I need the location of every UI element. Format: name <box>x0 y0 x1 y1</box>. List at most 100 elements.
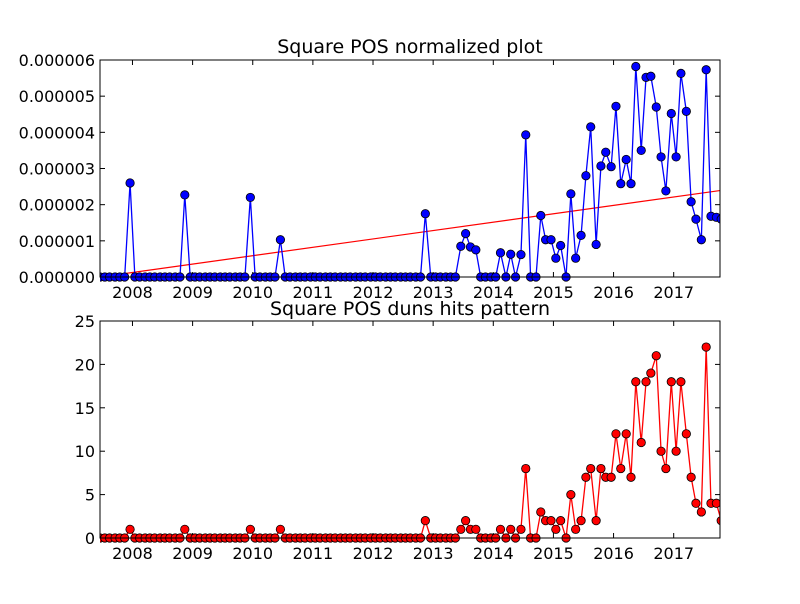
bottom-chart-data-point <box>611 429 621 439</box>
bottom-chart-data-point <box>606 472 616 482</box>
bottom-chart-data-point <box>591 516 601 526</box>
bottom-chart-data-point <box>711 498 720 508</box>
top-chart-xtick-label: 2016 <box>593 283 634 302</box>
bottom-chart-data-point <box>245 524 255 534</box>
top-chart-data-point <box>596 161 606 171</box>
bottom-chart-xtick-label: 2014 <box>473 544 514 563</box>
top-chart-data-point <box>461 229 471 239</box>
bottom-chart-data-point <box>536 507 546 517</box>
bottom-chart-data-point <box>671 446 681 456</box>
top-chart-title: Square POS normalized plot <box>277 36 542 58</box>
bottom-chart-data-point <box>461 516 471 526</box>
top-chart-data-point <box>701 65 711 75</box>
top-chart-data-point <box>671 152 681 162</box>
top-chart-data-point <box>581 171 591 181</box>
top-chart-data-point <box>245 192 255 203</box>
top-chart-data-point <box>516 249 526 260</box>
bottom-chart-data-point <box>571 524 581 534</box>
bottom-chart-data-point <box>681 429 691 439</box>
top-chart-data-point <box>646 71 656 81</box>
top-chart-trend-line <box>100 189 720 278</box>
bottom-chart-data-point <box>696 507 706 517</box>
bottom-chart-data-point <box>275 524 286 534</box>
top-chart-data-point <box>631 61 641 72</box>
top-chart-ytick-label: 0.000004 <box>19 123 95 142</box>
top-chart-data-point <box>676 68 686 78</box>
top-chart-data-point <box>551 253 561 263</box>
top-chart-ytick-label: 0.000003 <box>19 160 95 179</box>
top-chart-data-point <box>456 241 466 251</box>
top-chart-data-point <box>471 245 481 255</box>
bottom-chart-data-point <box>651 351 661 361</box>
bottom-chart-data-point <box>521 463 531 474</box>
top-chart-xtick-label: 2015 <box>533 283 574 302</box>
top-chart-data-point <box>566 189 576 199</box>
bottom-chart-data-point <box>636 437 646 448</box>
bottom-chart-data-point <box>125 524 135 534</box>
top-chart-xtick-label: 2012 <box>353 283 394 302</box>
bottom-chart-data-point <box>626 472 636 482</box>
top-chart-data-point <box>696 235 706 245</box>
top-chart-ytick-label: 0.000001 <box>19 232 95 251</box>
top-chart-data-point <box>506 249 516 259</box>
bottom-chart-data-point <box>631 377 641 387</box>
bottom-chart-data-point <box>495 524 506 534</box>
bottom-chart-xtick-label: 2008 <box>112 544 153 563</box>
bottom-chart-xtick-label: 2009 <box>172 544 213 563</box>
bottom-chart-data-point <box>641 377 651 387</box>
bottom-chart-ticks: 0 5 10 15 20 25 2008 2009 2010 2011 2012 2013 2014 20… <box>75 312 720 563</box>
top-chart-xtick-label: 2009 <box>172 283 213 302</box>
bottom-chart-data-point <box>596 463 606 474</box>
top-chart-xtick-label: 2013 <box>413 283 454 302</box>
top-chart-data-point <box>591 239 601 250</box>
bottom-chart-data-point <box>621 429 631 439</box>
bottom-chart-xtick-label: 2012 <box>353 544 394 563</box>
bottom-chart-data-point <box>701 342 711 352</box>
bottom-chart-ytick-label: 25 <box>75 312 95 331</box>
top-chart-xtick-label: 2017 <box>653 283 694 302</box>
top-chart-data-point <box>521 130 531 140</box>
top-chart-panel: Square POS normalized plot 0.0000000.000… <box>19 36 721 302</box>
top-chart-data-point <box>420 209 430 219</box>
top-chart-data-point <box>275 235 286 245</box>
top-chart-ytick-label: 0.000000 <box>19 268 95 287</box>
bottom-chart-ytick-label: 15 <box>75 399 95 418</box>
top-chart-xtick-label: 2011 <box>293 283 334 302</box>
top-chart-ytick-label: 0.000002 <box>19 196 95 215</box>
bottom-chart-panel: Square POS duns hits pattern 0 5 10 15 20 25 2… <box>75 298 721 563</box>
bottom-chart-frame <box>99 320 721 539</box>
top-chart-data-point <box>611 101 621 111</box>
top-chart-data-point <box>686 197 696 207</box>
top-chart-data-point <box>691 214 701 224</box>
bottom-chart-data-point <box>471 524 481 534</box>
bottom-chart-ytick-label: 0 <box>85 529 95 548</box>
top-chart-data-point <box>536 210 546 221</box>
bottom-chart-data-point <box>180 524 190 534</box>
top-chart-data-point <box>626 179 636 189</box>
top-chart-xtick-label: 2014 <box>473 283 514 302</box>
top-chart-ticks: 0.000000 0.000001 0.000002 0.000003 0.000004… <box>19 51 720 302</box>
top-chart-data-point <box>495 248 506 258</box>
bottom-chart-data-point <box>566 489 576 500</box>
bottom-chart-data-point <box>616 463 626 474</box>
top-chart-data-point <box>651 102 661 112</box>
bottom-chart-xtick-label: 2013 <box>413 544 454 563</box>
top-chart-ytick-label: 0.000006 <box>19 51 95 70</box>
top-chart-data-point <box>666 108 676 119</box>
bottom-chart-data-point <box>516 524 526 534</box>
bottom-chart-xtick-label: 2015 <box>533 544 574 563</box>
bottom-chart-xtick-label: 2011 <box>293 544 334 563</box>
top-chart-data-point <box>556 240 566 251</box>
bottom-chart-xtick-label: 2016 <box>593 544 634 563</box>
bottom-chart-data-point <box>420 516 430 526</box>
top-chart-frame <box>99 59 721 278</box>
bottom-chart-data-point <box>586 463 596 474</box>
top-chart-data-point <box>586 122 596 132</box>
bottom-chart-data-point <box>556 516 566 526</box>
top-chart-data-point <box>621 154 631 165</box>
bottom-chart-data-point <box>456 524 466 534</box>
top-chart-xtick-label: 2008 <box>112 283 153 302</box>
bottom-chart-data-point <box>716 516 720 526</box>
top-chart-data-point <box>661 186 671 196</box>
bottom-chart-xtick-label: 2017 <box>653 544 694 563</box>
